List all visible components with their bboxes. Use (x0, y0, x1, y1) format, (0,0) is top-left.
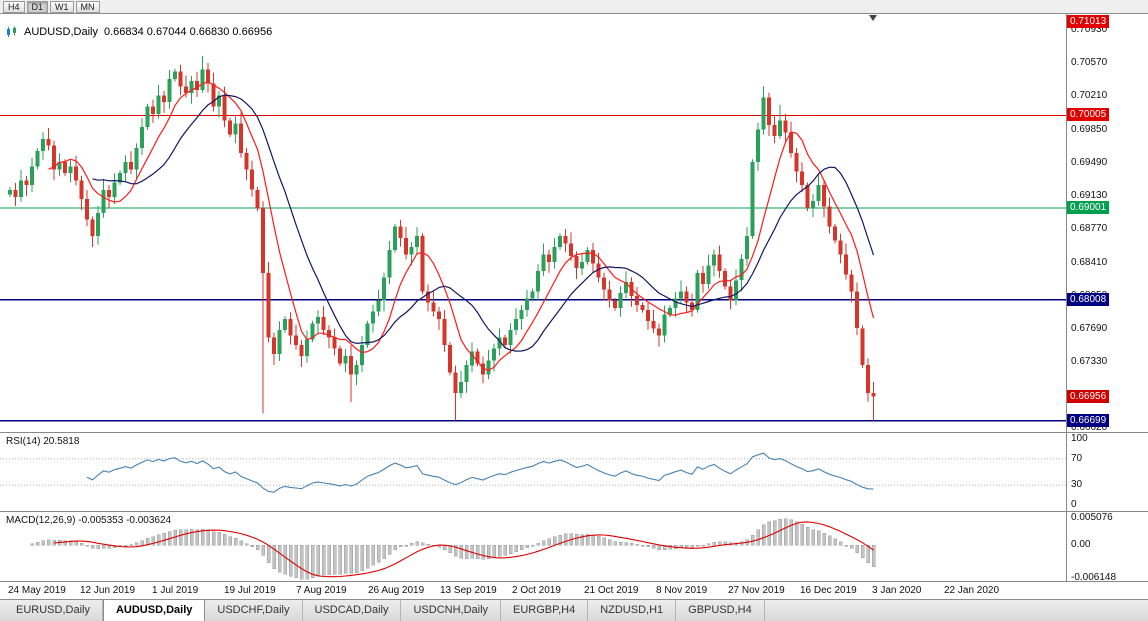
chart-area: AUDUSD,Daily 0.66834 0.67044 0.66830 0.6… (0, 14, 1148, 599)
date-axis-label: 24 May 2019 (8, 585, 66, 596)
price-axis-tick: 0.68410 (1071, 256, 1108, 268)
date-axis-label: 27 Nov 2019 (728, 585, 785, 596)
macd-chart[interactable] (0, 512, 1066, 581)
date-axis-label: 7 Aug 2019 (296, 585, 347, 596)
timeframe-button-w1[interactable]: W1 (50, 0, 74, 13)
symbol-tab-usdcnh-daily[interactable]: USDCNH,Daily (401, 600, 502, 621)
price-axis-tick: 0.68770 (1071, 223, 1108, 235)
price-axis-tick: 0.69130 (1071, 190, 1108, 202)
price-axis-tick: 0.67690 (1071, 323, 1108, 335)
price-axis-tick: 0.69490 (1071, 156, 1108, 168)
price-axis-tick: 0.70930 (1071, 24, 1108, 35)
macd-axis-tick: 0.005076 (1071, 512, 1113, 523)
price-chart-panel[interactable]: AUDUSD,Daily 0.66834 0.67044 0.66830 0.6… (0, 14, 1066, 432)
chart-title: AUDUSD,Daily 0.66834 0.67044 0.66830 0.6… (6, 26, 272, 38)
chart-icon (7, 26, 16, 37)
price-axis[interactable]: 0.70930 0.70570 0.70210 0.69850 0.69490 0.691… (1066, 14, 1148, 432)
date-axis-label: 19 Jul 2019 (224, 585, 276, 596)
date-axis-corner (1066, 581, 1148, 599)
symbol-tab-gbpusd-h4[interactable]: GBPUSD,H4 (676, 600, 765, 621)
rsi-chart[interactable] (0, 433, 1066, 511)
rsi-axis[interactable]: 100 70 30 0 (1066, 432, 1148, 511)
rsi-panel[interactable]: RSI(14) 20.5818 (0, 432, 1066, 511)
ohlc-readout: 0.66834 0.67044 0.66830 0.66956 (103, 26, 273, 38)
price-axis-tick: 0.70570 (1071, 57, 1108, 69)
rsi-label: RSI(14) 20.5818 (6, 436, 80, 447)
price-axis-tick: 0.70210 (1071, 90, 1108, 102)
level-badge-0-68008: 0.68008 (1067, 292, 1110, 306)
date-axis-label: 16 Dec 2019 (800, 585, 857, 596)
macd-axis[interactable]: 0.005076 0.00 -0.006148 (1066, 511, 1148, 581)
date-axis-label: 21 Oct 2019 (584, 585, 639, 596)
symbol-tab-nzdusd-h1[interactable]: NZDUSD,H1 (588, 600, 677, 621)
symbol-tab-usdchf-daily[interactable]: USDCHF,Daily (205, 600, 303, 621)
symbol-tab-eurusd-daily[interactable]: EURUSD,Daily (4, 600, 103, 621)
rsi-axis-tick: 0 (1071, 499, 1077, 510)
price-axis-tick: 0.66620 (1071, 422, 1108, 432)
macd-label: MACD(12,26,9) -0.005353 -0.003624 (6, 515, 172, 526)
date-axis-label: 1 Jul 2019 (152, 585, 199, 596)
date-axis-label: 12 Jun 2019 (80, 585, 136, 596)
candlestick-chart[interactable] (0, 14, 1066, 432)
date-axis-label: 2 Oct 2019 (512, 585, 561, 596)
timeframe-button-h4[interactable]: H4 (3, 0, 25, 13)
rsi-axis-tick: 100 (1071, 433, 1088, 444)
price-axis-tick: 0.69850 (1071, 123, 1108, 135)
symbol-tab-usdcad-daily[interactable]: USDCAD,Daily (303, 600, 402, 621)
price-axis-tick: 0.67330 (1071, 356, 1108, 368)
macd-axis-tick: 0.00 (1071, 539, 1091, 551)
macd-axis-tick: -0.006148 (1071, 572, 1117, 581)
timeframe-bar: H4 D1 W1 MN (0, 0, 1148, 14)
symbol-period-label: AUDUSD,Daily (24, 26, 98, 38)
date-axis-label: 13 Sep 2019 (440, 585, 497, 596)
date-axis-label: 26 Aug 2019 (368, 585, 425, 596)
rsi-axis-tick: 30 (1071, 479, 1083, 491)
symbol-tab-audusd-daily[interactable]: AUDUSD,Daily (102, 599, 206, 621)
macd-panel[interactable]: MACD(12,26,9) -0.005353 -0.003624 (0, 511, 1066, 581)
level-badge-0-71013: 0.71013 (1067, 15, 1110, 29)
symbol-tabbar: EURUSD,Daily AUDUSD,Daily USDCHF,Daily USDC… (0, 599, 1148, 621)
date-axis[interactable]: 24 May 2019 12 Jun 2019 1 Jul 2019 19 Jul 2… (0, 581, 1066, 599)
chart-shift-marker[interactable] (869, 15, 877, 21)
symbol-tab-eurgbp-h4[interactable]: EURGBP,H4 (501, 600, 589, 621)
date-axis-label: 8 Nov 2019 (656, 585, 708, 596)
level-badge-0-66699: 0.66699 (1067, 413, 1110, 427)
date-axis-label: 3 Jan 2020 (872, 585, 922, 596)
rsi-axis-tick: 70 (1071, 452, 1083, 464)
level-badge-0-70005: 0.70005 (1067, 108, 1110, 122)
timeframe-button-mn[interactable]: MN (75, 0, 100, 13)
level-badge-0-69001: 0.69001 (1067, 201, 1110, 215)
current-price-badge: 0.66956 (1067, 389, 1110, 403)
timeframe-button-d1[interactable]: D1 (26, 0, 49, 13)
date-axis-label: 22 Jan 2020 (944, 585, 1000, 596)
